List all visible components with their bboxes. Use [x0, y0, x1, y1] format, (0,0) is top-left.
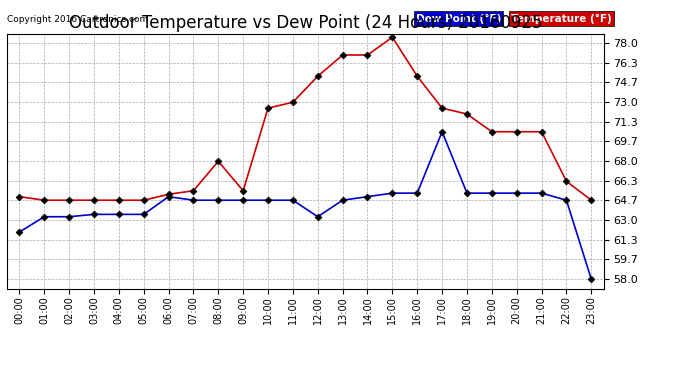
Text: Copyright 2016 Cartronics.com: Copyright 2016 Cartronics.com: [7, 15, 148, 24]
Text: Dew Point (°F): Dew Point (°F): [416, 13, 501, 24]
Text: Temperature (°F): Temperature (°F): [511, 13, 612, 24]
Title: Outdoor Temperature vs Dew Point (24 Hours) 20160925: Outdoor Temperature vs Dew Point (24 Hou…: [68, 14, 542, 32]
